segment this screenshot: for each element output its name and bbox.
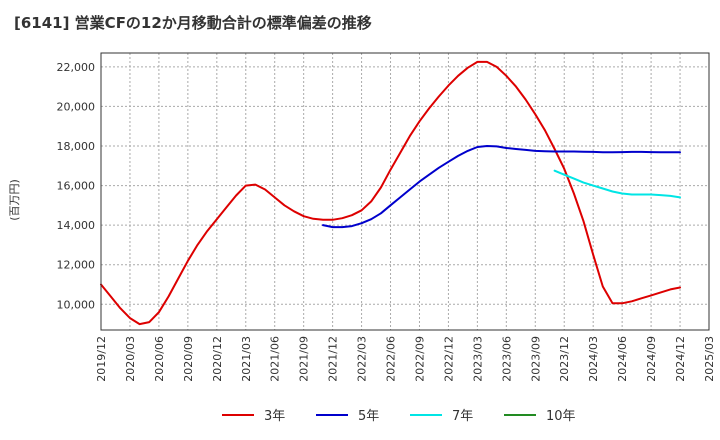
x-tick-label: 2022/03 xyxy=(356,336,369,382)
series-line-0 xyxy=(100,60,681,326)
x-tick-label: 2021/09 xyxy=(298,336,311,382)
y-tick-label: 12,000 xyxy=(57,259,96,272)
series-line-2 xyxy=(553,169,681,199)
legend-item: 7年 xyxy=(410,409,473,424)
x-tick-label: 2020/12 xyxy=(211,336,224,382)
plot-background xyxy=(101,53,709,330)
x-tick-label: 2022/12 xyxy=(442,336,455,382)
x-tick-label: 2019/12 xyxy=(95,336,108,382)
legend-item: 10年 xyxy=(504,409,576,424)
x-tick-label: 2025/03 xyxy=(703,336,716,382)
y-tick-label: 18,000 xyxy=(57,140,96,153)
x-tick-label: 2024/12 xyxy=(674,336,687,382)
chart-title: [6141] 営業CFの12か月移動合計の標準偏差の推移 xyxy=(14,14,372,32)
series-lines xyxy=(100,60,681,326)
x-tick-label: 2023/06 xyxy=(500,336,513,382)
x-axis-ticks: 2019/12 2020/03 2020/06 2020/09 2020/12 2021/… xyxy=(95,336,716,382)
series-line-1 xyxy=(322,145,681,229)
legend: 3年 5年 7年 10年 xyxy=(222,409,576,424)
legend-item: 5年 xyxy=(316,409,379,424)
legend-label: 10年 xyxy=(546,409,576,424)
x-tick-label: 2022/09 xyxy=(413,336,426,382)
x-tick-label: 2020/03 xyxy=(124,336,137,382)
x-tick-label: 2024/09 xyxy=(645,336,658,382)
legend-label: 5年 xyxy=(358,409,379,424)
y-axis-label: (百万円) xyxy=(8,179,21,221)
x-tick-label: 2021/12 xyxy=(327,336,340,382)
legend-label: 3年 xyxy=(264,409,285,424)
x-tick-label: 2022/06 xyxy=(385,336,398,382)
plot-frame xyxy=(100,52,710,331)
x-tick-label: 2023/09 xyxy=(529,336,542,382)
x-tick-label: 2023/12 xyxy=(558,336,571,382)
x-tick-label: 2024/03 xyxy=(587,336,600,382)
y-tick-label: 20,000 xyxy=(57,100,96,113)
legend-item: 3年 xyxy=(222,409,285,424)
x-tick-label: 2021/06 xyxy=(269,336,282,382)
grid xyxy=(100,53,710,330)
legend-label: 7年 xyxy=(452,409,473,424)
x-tick-label: 2020/09 xyxy=(182,336,195,382)
y-axis-ticks: 10,000 12,000 14,000 16,000 18,000 20,000 22,0… xyxy=(57,61,96,311)
y-tick-label: 10,000 xyxy=(57,298,96,311)
x-tick-label: 2021/03 xyxy=(240,336,253,382)
x-tick-label: 2024/06 xyxy=(616,336,629,382)
x-tick-label: 2023/03 xyxy=(471,336,484,382)
y-tick-label: 14,000 xyxy=(57,219,96,232)
y-tick-label: 22,000 xyxy=(57,61,96,74)
y-tick-label: 16,000 xyxy=(57,180,96,193)
x-tick-label: 2020/06 xyxy=(153,336,166,382)
